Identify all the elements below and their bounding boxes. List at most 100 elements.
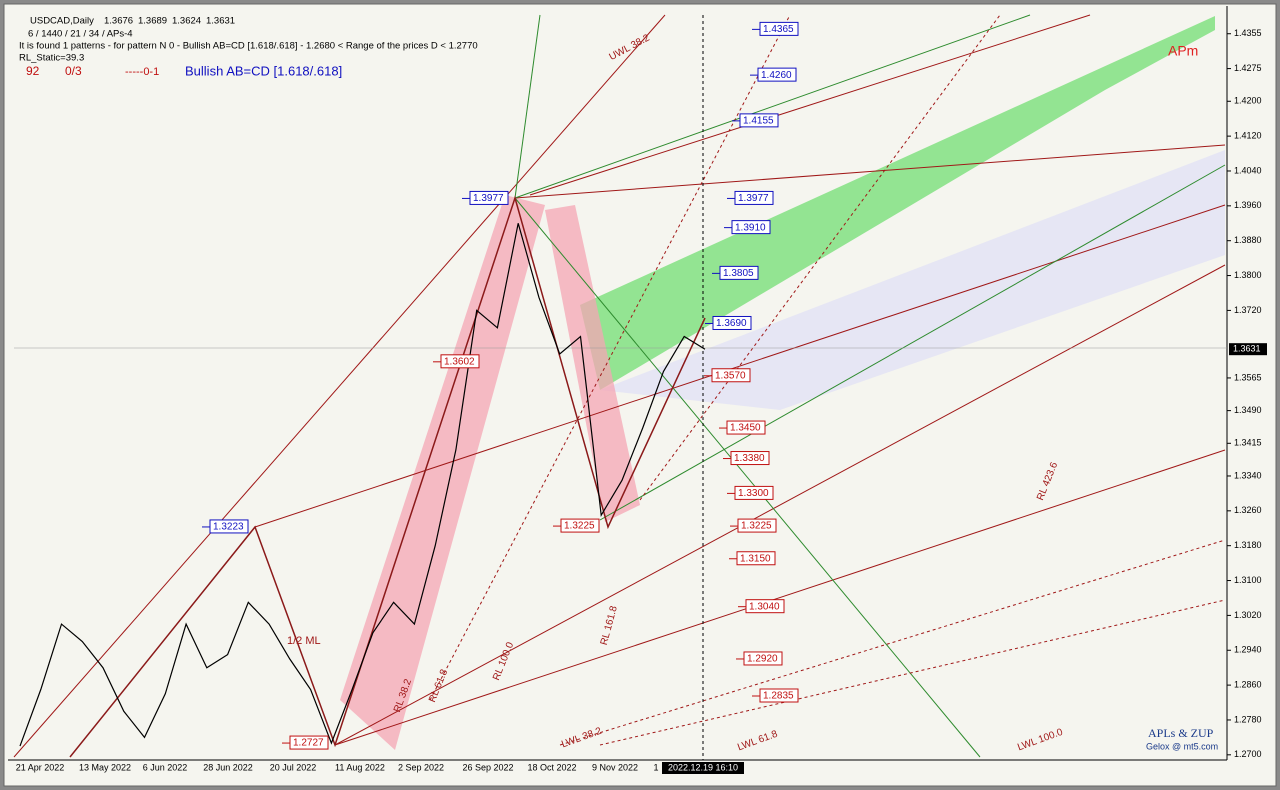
- pivot-label-box: [209, 519, 249, 534]
- level-label: 1.3690: [716, 318, 747, 329]
- pivot-label: 1.2727: [293, 738, 324, 749]
- current-price-box: [1229, 343, 1267, 356]
- ratio: 0/3: [65, 64, 82, 78]
- zigzag: [69, 195, 706, 758]
- pivot-label-box: [560, 518, 600, 533]
- x-tick-label: 18 Oct 2022: [527, 762, 576, 772]
- ohlc: 1.3676: [104, 16, 133, 27]
- y-tick-label: 1.3020: [1234, 610, 1262, 620]
- pattern-name: Bullish AB=CD [1.618/.618]: [185, 63, 342, 78]
- pattern-info: It is found 1 patterns - for pattern N 0…: [19, 41, 478, 52]
- level-label-box: [719, 265, 759, 280]
- level-label-box: [712, 315, 752, 330]
- x-tick-label: 20 Jul 2022: [270, 762, 317, 772]
- level-label-box: [731, 220, 771, 235]
- y-tick-label: 1.2780: [1234, 714, 1262, 724]
- level-label-box: [739, 113, 779, 128]
- x-tick-label: 9 Nov 2022: [592, 762, 638, 772]
- y-tick-label: 1.4275: [1234, 63, 1262, 73]
- level-label: 1.3450: [730, 423, 761, 434]
- y-tick-label: 1.2700: [1234, 749, 1262, 759]
- y-tick-label: 1.4120: [1234, 131, 1262, 141]
- level-label-box: [736, 551, 776, 566]
- x-tick-label: 11 Aug 2022: [335, 762, 385, 772]
- level-label: 1.4260: [761, 70, 792, 81]
- level-label: 1.3300: [738, 488, 769, 499]
- ohlc: 1.3689: [138, 16, 167, 27]
- x-tick-label: 1: [653, 762, 658, 772]
- pivot-label: 1.3602: [444, 356, 475, 367]
- y-tick-label: 1.2940: [1234, 645, 1262, 655]
- y-tick-label: 1.3100: [1234, 575, 1262, 585]
- x-tick-label: 6 Jun 2022: [143, 762, 188, 772]
- cursor-box: [662, 762, 744, 774]
- pivot-label: 1.3977: [473, 193, 504, 204]
- level-label-box: [743, 651, 783, 666]
- y-tick-label: 1.4355: [1234, 28, 1262, 38]
- pivot-label-box: [289, 735, 329, 750]
- cursor-label: 2022.12.19 16:10: [668, 762, 738, 772]
- chart-frame: [3, 3, 1277, 787]
- y-tick-label: 1.3490: [1234, 405, 1262, 415]
- level-label-box: [734, 485, 774, 500]
- dash-code: -----0-1: [125, 66, 159, 78]
- level-label: 1.3380: [734, 453, 765, 464]
- level-label-box: [734, 190, 774, 205]
- level-label-box: [711, 368, 751, 383]
- x-tick-label: 2 Sep 2022: [398, 762, 444, 772]
- y-tick-label: 1.3960: [1234, 200, 1262, 210]
- pivot-label: 1.3225: [564, 521, 595, 532]
- level-label-box: [759, 688, 799, 703]
- pivot-label-box: [469, 190, 509, 205]
- count: 92: [26, 64, 40, 78]
- y-tick-label: 1.3180: [1234, 540, 1262, 550]
- y-tick-label: 1.4200: [1234, 96, 1262, 106]
- symbol: USDCAD,Daily: [30, 16, 94, 27]
- level-label: 1.3910: [735, 222, 766, 233]
- level-label: 1.3977: [738, 193, 769, 204]
- y-tick-label: 1.3340: [1234, 470, 1262, 480]
- y-tick-label: 1.4040: [1234, 165, 1262, 175]
- x-tick-label: 26 Sep 2022: [462, 762, 513, 772]
- y-tick-label: 1.3800: [1234, 270, 1262, 280]
- pink-zone: [340, 195, 545, 750]
- price-line: [19, 223, 706, 747]
- y-tick-label: 1.3260: [1234, 505, 1262, 515]
- level-label: 1.2835: [763, 691, 794, 702]
- analysis-drawings: [13, 14, 1227, 760]
- y-tick-label: 1.3720: [1234, 305, 1262, 315]
- y-tick-label: 1.3415: [1234, 438, 1262, 448]
- level-label: 1.4155: [743, 116, 774, 127]
- ohlc: 1.3631: [206, 16, 235, 27]
- level-label: 1.3150: [740, 553, 771, 564]
- settings: 6 / 1440 / 21 / 34 / APs-4: [28, 29, 133, 40]
- level-label-box: [737, 518, 777, 533]
- y-tick-label: 1.2860: [1234, 679, 1262, 689]
- footer-title: APLs & ZUP: [1148, 726, 1214, 740]
- pivot-label-box: [440, 354, 480, 369]
- current-price-label: 1.3631: [1233, 344, 1261, 354]
- pivot-label: 1.3223: [213, 522, 244, 533]
- level-label-box: [745, 599, 785, 614]
- level-label-box: [726, 420, 766, 435]
- level-label-box: [757, 67, 797, 82]
- level-label: 1.4365: [763, 24, 794, 35]
- y-tick-label: 1.3880: [1234, 235, 1262, 245]
- x-tick-label: 21 Apr 2022: [16, 762, 65, 772]
- level-label: 1.2920: [747, 654, 778, 665]
- x-tick-label: 28 Jun 2022: [203, 762, 253, 772]
- level-label: 1.3040: [749, 601, 780, 612]
- level-label-box: [730, 451, 770, 466]
- lavender-channel: [600, 150, 1225, 410]
- green-channel: [580, 16, 1215, 390]
- line-label: 1/2 ML: [287, 635, 321, 647]
- footer-site: Gelox @ mt5.com: [1146, 741, 1218, 751]
- y-tick-label: 1.3565: [1234, 372, 1262, 382]
- ohlc: 1.3624: [172, 16, 201, 27]
- brand: APm: [1168, 43, 1198, 59]
- level-label: 1.3225: [741, 521, 772, 532]
- x-tick-label: 13 May 2022: [79, 762, 131, 772]
- pink-zone: [545, 205, 640, 522]
